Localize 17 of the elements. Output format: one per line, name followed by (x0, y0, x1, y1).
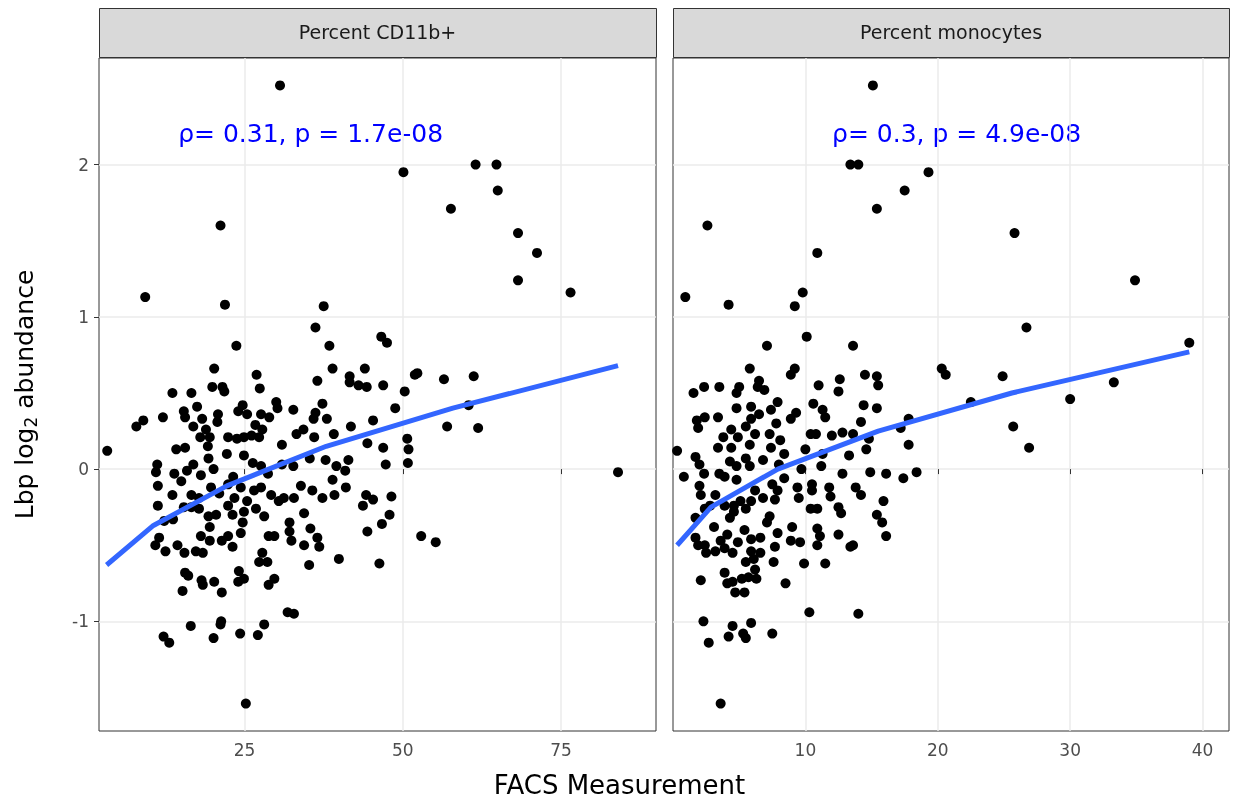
x-tick-label: 50 (392, 739, 414, 760)
annotation: ρ= 0.3, p = 4.9e-08 (832, 118, 1082, 148)
x-axis-title: FACS Measurement (492, 770, 747, 800)
x-tick-label: 30 (1059, 739, 1081, 760)
x-tick-label: 20 (926, 739, 949, 760)
annotation: ρ= 0.31, p = 1.7e-08 (178, 118, 444, 148)
y-tick-label: 1 (78, 306, 89, 327)
chart-title: Percent CD11b+ (298, 21, 457, 43)
y-tick-label: 0 (78, 459, 89, 480)
chart-title: Percent monocytes (859, 21, 1043, 43)
x-tick-label: 10 (794, 739, 817, 760)
x-tick-label: 40 (1191, 739, 1214, 760)
x-tick-label: 75 (550, 739, 572, 760)
y-tick-label: 2 (78, 154, 89, 175)
x-tick-label: 25 (233, 739, 256, 760)
y-axis-title: Lbp log2 abundance (10, 269, 41, 520)
y-tick-label: -1 (72, 611, 89, 632)
